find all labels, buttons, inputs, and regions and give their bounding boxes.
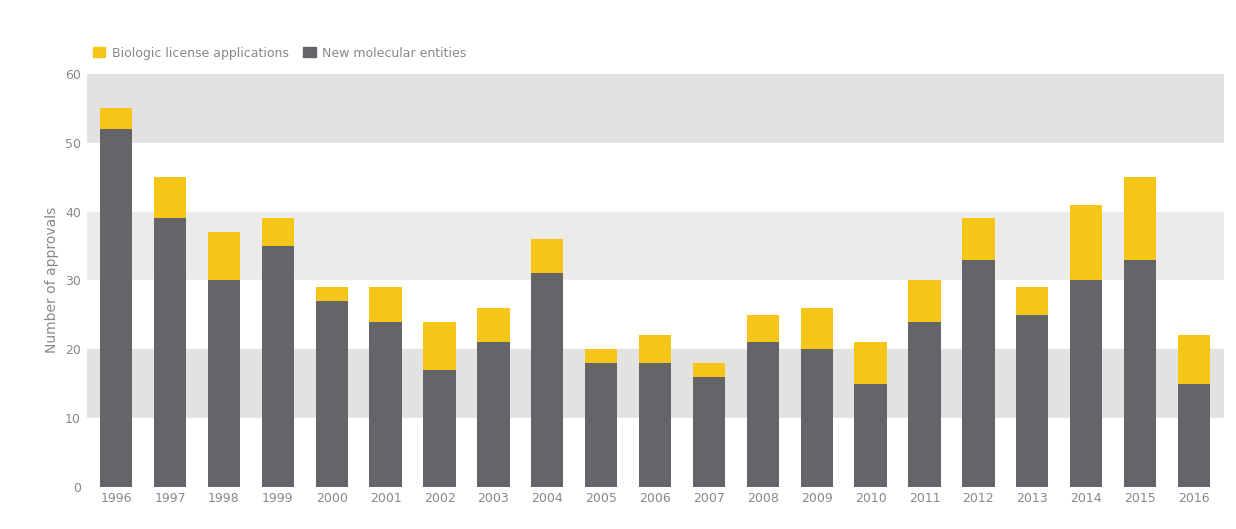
Bar	[854, 384, 886, 487]
Y-axis label: Number of approvals: Number of approvals	[46, 207, 59, 353]
Bar	[693, 363, 726, 377]
Bar	[639, 335, 671, 363]
Bar	[585, 349, 617, 363]
Bar	[747, 315, 779, 342]
Legend: Biologic license applications, New molecular entities: Biologic license applications, New molec…	[93, 47, 466, 60]
Bar	[87, 280, 1224, 349]
Bar	[87, 418, 1224, 487]
Bar	[531, 273, 564, 487]
Bar	[801, 349, 833, 487]
Bar	[87, 349, 1224, 418]
Bar	[963, 260, 995, 487]
Bar	[1178, 384, 1210, 487]
Bar	[801, 308, 833, 349]
Bar	[315, 301, 347, 487]
Bar	[477, 342, 509, 487]
Bar	[87, 212, 1224, 280]
Bar	[1178, 335, 1210, 384]
Bar	[154, 177, 187, 218]
Bar	[477, 308, 509, 342]
Bar	[424, 370, 456, 487]
Bar	[87, 74, 1224, 143]
Bar	[262, 246, 294, 487]
Bar	[370, 322, 402, 487]
Bar	[1016, 315, 1048, 487]
Bar	[100, 129, 132, 487]
Bar	[208, 280, 240, 487]
Bar	[639, 363, 671, 487]
Bar	[154, 218, 187, 487]
Bar	[424, 322, 456, 370]
Bar	[100, 108, 132, 129]
Bar	[1124, 177, 1156, 260]
Bar	[208, 232, 240, 280]
Bar	[262, 218, 294, 246]
Bar	[1070, 280, 1103, 487]
Bar	[585, 363, 617, 487]
Bar	[747, 342, 779, 487]
Bar	[531, 239, 564, 273]
Bar	[908, 280, 941, 322]
Bar	[963, 218, 995, 260]
Bar	[370, 287, 402, 322]
Bar	[315, 287, 347, 301]
Bar	[854, 342, 886, 384]
Bar	[1016, 287, 1048, 315]
Bar	[1070, 205, 1103, 280]
Bar	[693, 377, 726, 487]
Bar	[87, 143, 1224, 212]
Bar	[1124, 260, 1156, 487]
Bar	[908, 322, 941, 487]
